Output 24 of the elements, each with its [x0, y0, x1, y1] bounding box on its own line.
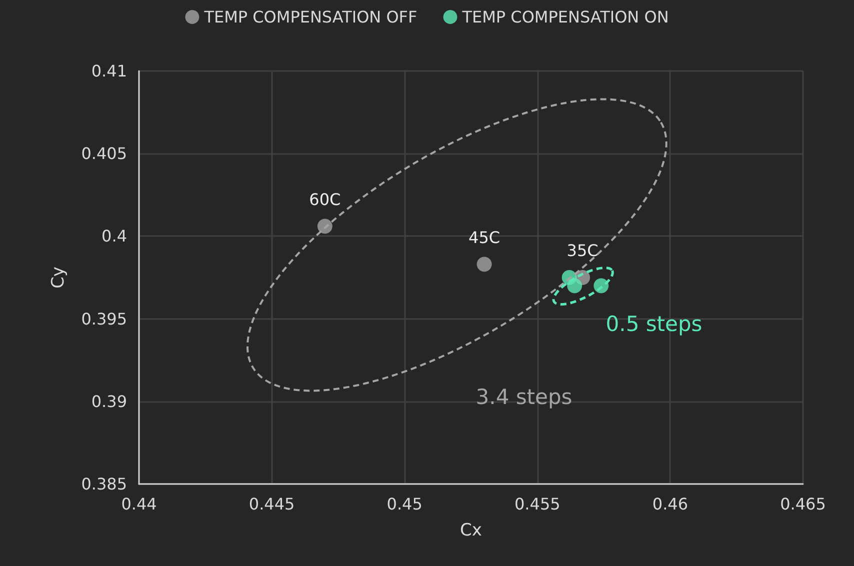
y-tick-label: 0.405	[81, 144, 127, 164]
y-axis-title: Cy	[48, 266, 68, 288]
y-tick-label: 0.395	[81, 309, 127, 328]
y-tick-label: 0.385	[81, 474, 127, 494]
x-tick-label: 0.46	[652, 494, 688, 514]
x-tick-label: 0.445	[248, 494, 295, 514]
annotation: 3.4 steps	[476, 385, 572, 409]
point	[567, 278, 582, 294]
legend-label: TEMP COMPENSATION OFF	[203, 8, 418, 26]
y-tick-label: 0.39	[91, 392, 127, 411]
point	[317, 218, 332, 234]
annotation: 45C	[468, 228, 500, 247]
point	[476, 256, 492, 272]
x-tick-label: 0.465	[780, 494, 826, 514]
y-tick-label: 0.41	[91, 62, 127, 80]
x-tick-label: 0.455	[514, 494, 560, 514]
annotation: 60C	[309, 190, 341, 209]
annotation: 0.5 steps	[606, 312, 702, 336]
x-tick-label: 0.44	[121, 494, 157, 514]
annotation: 35C	[566, 241, 598, 260]
y-tick-label: 0.4	[102, 226, 127, 246]
x-axis-title: Cx	[460, 520, 482, 540]
x-tick-label: 0.45	[386, 494, 422, 514]
legend-label: TEMP COMPENSATION ON	[461, 8, 669, 26]
